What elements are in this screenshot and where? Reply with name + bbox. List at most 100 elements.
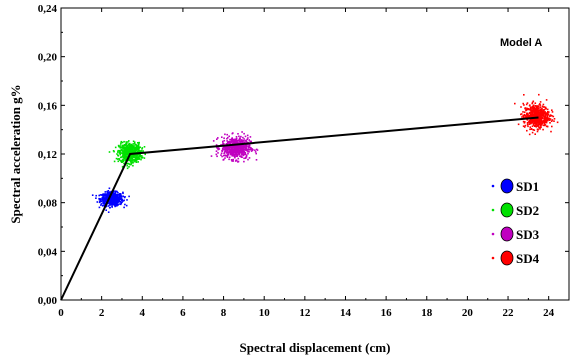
data-point-sd1 [103, 193, 106, 195]
data-point-sd1 [96, 201, 99, 203]
data-point-sd3 [242, 148, 244, 150]
data-point-sd3 [241, 150, 243, 153]
data-point-sd2 [136, 156, 139, 158]
data-point-sd4 [538, 118, 540, 121]
data-point-sd1 [113, 202, 116, 204]
data-point-sd4 [551, 115, 553, 117]
data-point-sd3 [226, 137, 228, 140]
data-point-sd1 [122, 191, 124, 194]
data-point-sd4 [539, 106, 542, 108]
data-point-sd1 [99, 199, 102, 201]
data-point-sd4 [537, 107, 540, 110]
data-point-sd4 [549, 118, 552, 120]
data-point-sd1 [114, 191, 116, 194]
data-point-sd4 [552, 115, 555, 118]
data-point-sd3 [232, 138, 234, 141]
data-point-sd1 [102, 194, 105, 197]
data-point-sd3 [220, 152, 223, 155]
data-point-sd3 [235, 150, 237, 152]
data-point-sd3 [247, 145, 249, 148]
data-point-sd2 [128, 145, 131, 147]
data-point-sd3 [250, 141, 252, 143]
data-point-sd2 [130, 146, 133, 149]
data-point-sd3 [226, 154, 229, 157]
data-point-sd3 [221, 155, 223, 158]
data-point-sd4 [520, 113, 522, 116]
data-point-sd4 [531, 107, 533, 109]
data-point-sd2 [120, 161, 123, 163]
data-point-sd2 [124, 158, 126, 161]
data-point-sd4 [531, 113, 534, 116]
data-point-sd3 [240, 139, 243, 141]
data-point-sd3 [247, 150, 249, 153]
data-point-sd4 [538, 120, 540, 122]
data-point-sd4 [522, 120, 525, 123]
data-point-sd4 [526, 107, 528, 110]
data-point-sd2 [137, 155, 139, 157]
data-point-sd3 [240, 147, 243, 150]
data-point-sd1 [114, 197, 117, 199]
data-point-sd3 [254, 149, 256, 151]
data-point-sd3 [227, 152, 230, 154]
data-point-sd3 [223, 148, 225, 151]
data-point-sd3 [223, 143, 225, 145]
data-point-sd3 [235, 138, 237, 140]
data-point-sd3 [222, 142, 224, 144]
data-point-sd2 [120, 140, 123, 143]
data-point-sd3 [223, 146, 225, 149]
data-point-sd4 [556, 121, 559, 124]
data-point-sd4 [541, 105, 544, 108]
x-tick-label: 2 [99, 307, 105, 319]
data-point-sd4 [536, 107, 539, 110]
legend-dot [491, 208, 495, 212]
data-point-sd1 [115, 198, 117, 200]
data-point-sd1 [120, 201, 122, 204]
data-point-sd4 [524, 107, 527, 109]
data-point-sd3 [235, 136, 238, 138]
data-point-sd4 [532, 109, 534, 112]
data-point-sd4 [536, 110, 539, 113]
data-point-sd4 [530, 128, 533, 130]
data-point-sd3 [227, 142, 230, 144]
data-point-sd3 [242, 153, 244, 156]
data-point-sd3 [234, 142, 237, 144]
data-point-sd3 [235, 153, 238, 155]
data-point-sd2 [141, 155, 143, 157]
data-point-sd4 [532, 116, 534, 118]
data-point-sd4 [540, 117, 543, 120]
data-point-sd4 [534, 133, 536, 135]
data-point-sd2 [132, 162, 134, 164]
data-point-sd2 [131, 159, 134, 162]
data-point-sd1 [95, 197, 97, 199]
data-point-sd4 [526, 102, 529, 104]
data-point-sd2 [131, 157, 133, 160]
data-point-sd2 [122, 146, 124, 149]
data-point-sd4 [540, 113, 543, 116]
data-point-sd3 [223, 139, 226, 142]
data-point-sd2 [124, 146, 126, 149]
data-point-sd3 [239, 150, 242, 152]
data-point-sd4 [539, 104, 542, 106]
data-point-sd2 [122, 160, 124, 163]
data-point-sd3 [210, 155, 213, 157]
data-point-sd1 [120, 195, 123, 197]
data-point-sd3 [255, 148, 258, 151]
legend-dot [491, 232, 495, 236]
data-point-sd3 [240, 144, 242, 147]
x-tick-label: 4 [140, 307, 146, 319]
data-point-sd3 [229, 146, 232, 149]
data-point-sd4 [526, 123, 529, 126]
data-point-sd3 [243, 157, 245, 160]
data-point-sd1 [107, 190, 110, 192]
data-point-sd3 [244, 141, 246, 144]
data-point-sd4 [546, 125, 549, 128]
data-point-sd3 [244, 149, 247, 151]
data-point-sd1 [105, 209, 107, 211]
data-point-sd1 [103, 202, 105, 205]
data-point-sd2 [128, 163, 131, 166]
data-point-sd4 [537, 123, 540, 126]
data-point-sd3 [229, 139, 232, 141]
data-point-sd1 [104, 199, 107, 202]
data-point-sd3 [236, 141, 238, 143]
data-point-sd3 [240, 156, 243, 158]
